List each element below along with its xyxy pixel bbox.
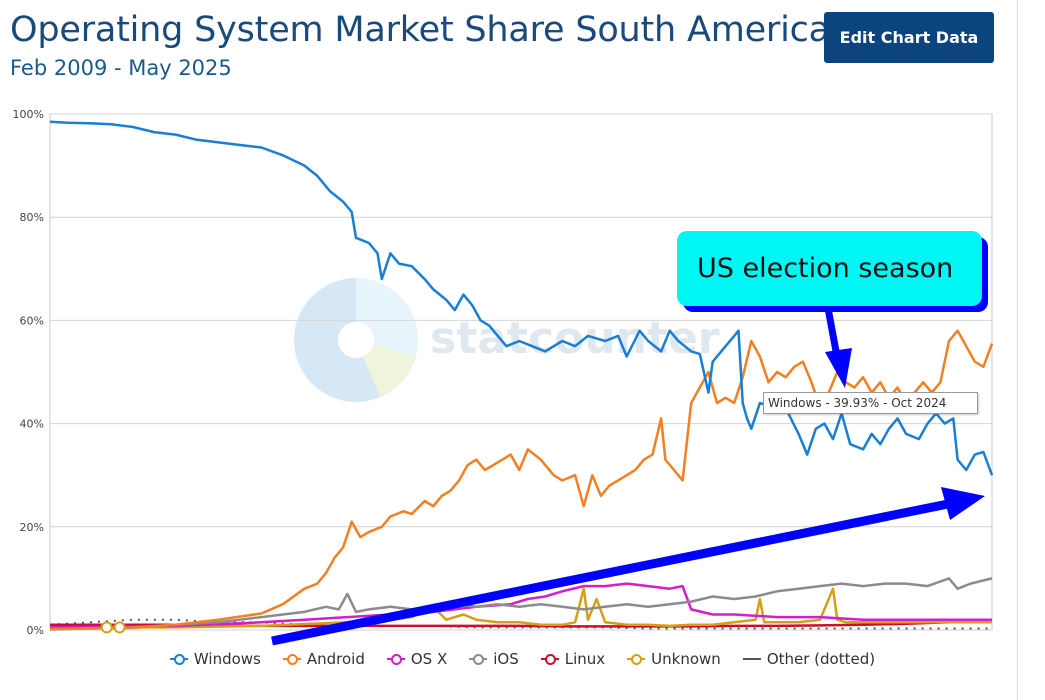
- legend-item-unknown[interactable]: Unknown: [627, 650, 721, 668]
- y-tick-label: 60%: [20, 314, 44, 327]
- page-divider: [1017, 0, 1018, 700]
- y-tick-label: 40%: [20, 418, 44, 431]
- chart-legend: Windows Android OS X iOS Linux Unknown Other (…: [0, 650, 1045, 668]
- trend-arrow-shaft: [271, 499, 949, 645]
- legend-label: Windows: [193, 650, 261, 668]
- legend-label: Linux: [564, 650, 606, 668]
- y-tick-label: 0%: [27, 624, 44, 637]
- series-line-other[interactable]: [49, 618, 992, 630]
- legend-item-ios[interactable]: iOS: [469, 650, 519, 668]
- series-marker-other[interactable]: [113, 621, 126, 634]
- watermark-text: statcounter: [430, 313, 720, 364]
- series-line-ios[interactable]: [49, 577, 993, 631]
- plot-frame: [49, 113, 993, 631]
- legend-marker-icon: [627, 652, 646, 666]
- legend-marker-icon: [469, 652, 488, 666]
- y-tick-label: 20%: [20, 521, 44, 534]
- legend-marker-icon: [169, 652, 188, 666]
- legend-label: Unknown: [651, 650, 721, 668]
- legend-item-android[interactable]: Android: [282, 650, 365, 668]
- edit-chart-data-button[interactable]: Edit Chart Data: [824, 12, 994, 63]
- legend-marker-icon: [540, 652, 559, 666]
- y-tick-label: 100%: [13, 108, 44, 121]
- annotation-arrows: [271, 307, 985, 645]
- y-tick-label: 80%: [20, 211, 44, 224]
- legend-marker-icon: [282, 652, 301, 666]
- series-line-osx[interactable]: [49, 582, 992, 629]
- callout-arrow-head: [825, 348, 852, 388]
- line-chart[interactable]: statcounter 0% 20% 40% 60% 80% 100%: [0, 0, 1017, 645]
- chart-grid: [49, 113, 993, 631]
- y-axis: 0% 20% 40% 60% 80% 100%: [13, 108, 44, 637]
- legend-label: OS X: [410, 650, 448, 668]
- election-season-callout: US election season: [677, 231, 982, 306]
- statcounter-watermark: statcounter: [294, 277, 720, 402]
- date-range-subtitle: Feb 2009 - May 2025: [10, 56, 232, 80]
- chart-tooltip: Windows - 39.93% - Oct 2024: [763, 392, 978, 414]
- legend-item-windows[interactable]: Windows: [169, 650, 261, 668]
- series-line-windows[interactable]: [49, 120, 994, 476]
- legend-label: Other (dotted): [766, 650, 876, 668]
- trend-arrow-head: [941, 487, 985, 520]
- legend-item-other[interactable]: Other (dotted): [742, 650, 876, 668]
- legend-marker-icon: [742, 652, 761, 666]
- legend-marker-icon: [386, 652, 405, 666]
- series-layer: [49, 120, 994, 634]
- series-marker-unknown[interactable]: [100, 621, 113, 634]
- legend-item-osx[interactable]: OS X: [386, 650, 448, 668]
- series-line-android[interactable]: [49, 329, 994, 631]
- legend-item-linux[interactable]: Linux: [540, 650, 606, 668]
- legend-label: Android: [306, 650, 365, 668]
- legend-label: iOS: [493, 650, 519, 668]
- page-title: Operating System Market Share South Amer…: [10, 10, 830, 50]
